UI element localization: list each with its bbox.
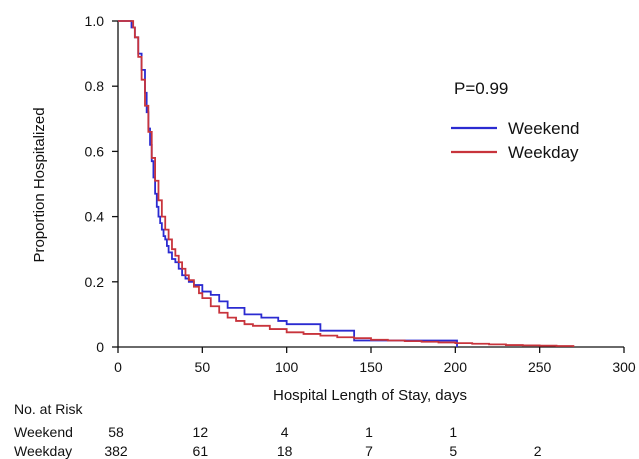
- axes: [117, 21, 624, 348]
- y-tick-label: 0.6: [85, 143, 105, 159]
- risk-count: 2: [534, 443, 542, 459]
- x-tick-label: 0: [114, 359, 122, 375]
- risk-count: 5: [449, 443, 457, 459]
- x-tick-label: 200: [444, 359, 468, 375]
- risk-count: 1: [365, 424, 373, 440]
- risk-count: 61: [193, 443, 209, 459]
- x-tick-label: 150: [359, 359, 383, 375]
- x-tick-label: 250: [528, 359, 552, 375]
- risk-count: 382: [104, 443, 128, 459]
- y-tick-label: 0.2: [85, 274, 105, 290]
- x-axis-title: Hospital Length of Stay, days: [273, 387, 467, 404]
- risk-count: 7: [365, 443, 373, 459]
- p-value-annotation: P=0.99: [454, 79, 508, 98]
- x-tick-label: 50: [195, 359, 211, 375]
- y-tick-label: 0.8: [85, 78, 105, 94]
- risk-table: Weekend 58 12 4 1 1 Weekday 382 61 18 7 5 2: [14, 424, 542, 459]
- risk-count: 4: [281, 424, 289, 440]
- y-tick-label: 0.4: [85, 209, 105, 225]
- risk-row-label: Weekend: [14, 424, 73, 440]
- risk-table-title: No. at Risk: [14, 401, 83, 417]
- risk-count: 1: [449, 424, 457, 440]
- risk-count: 18: [277, 443, 293, 459]
- legend-label-weekend: Weekend: [508, 119, 580, 138]
- risk-row-label: Weekday: [14, 443, 72, 459]
- series-lines: [118, 20, 575, 347]
- risk-count: 12: [193, 424, 209, 440]
- series-line-weekend: [118, 20, 458, 347]
- y-axis-title: Proportion Hospitalized: [31, 107, 48, 262]
- legend: Weekend Weekday: [451, 119, 580, 162]
- x-tick-label: 100: [275, 359, 299, 375]
- x-tick-label: 300: [612, 359, 636, 375]
- risk-count: 58: [108, 424, 124, 440]
- y-axis-ticks: 0 0.2 0.4 0.6 0.8 1.0: [85, 13, 118, 355]
- legend-label-weekday: Weekday: [508, 143, 579, 162]
- y-tick-label: 1.0: [85, 13, 105, 29]
- series-line-weekday: [118, 20, 575, 347]
- y-tick-label: 0: [96, 339, 104, 355]
- x-axis-ticks: 0 50 100 150 200 250 300: [114, 347, 636, 375]
